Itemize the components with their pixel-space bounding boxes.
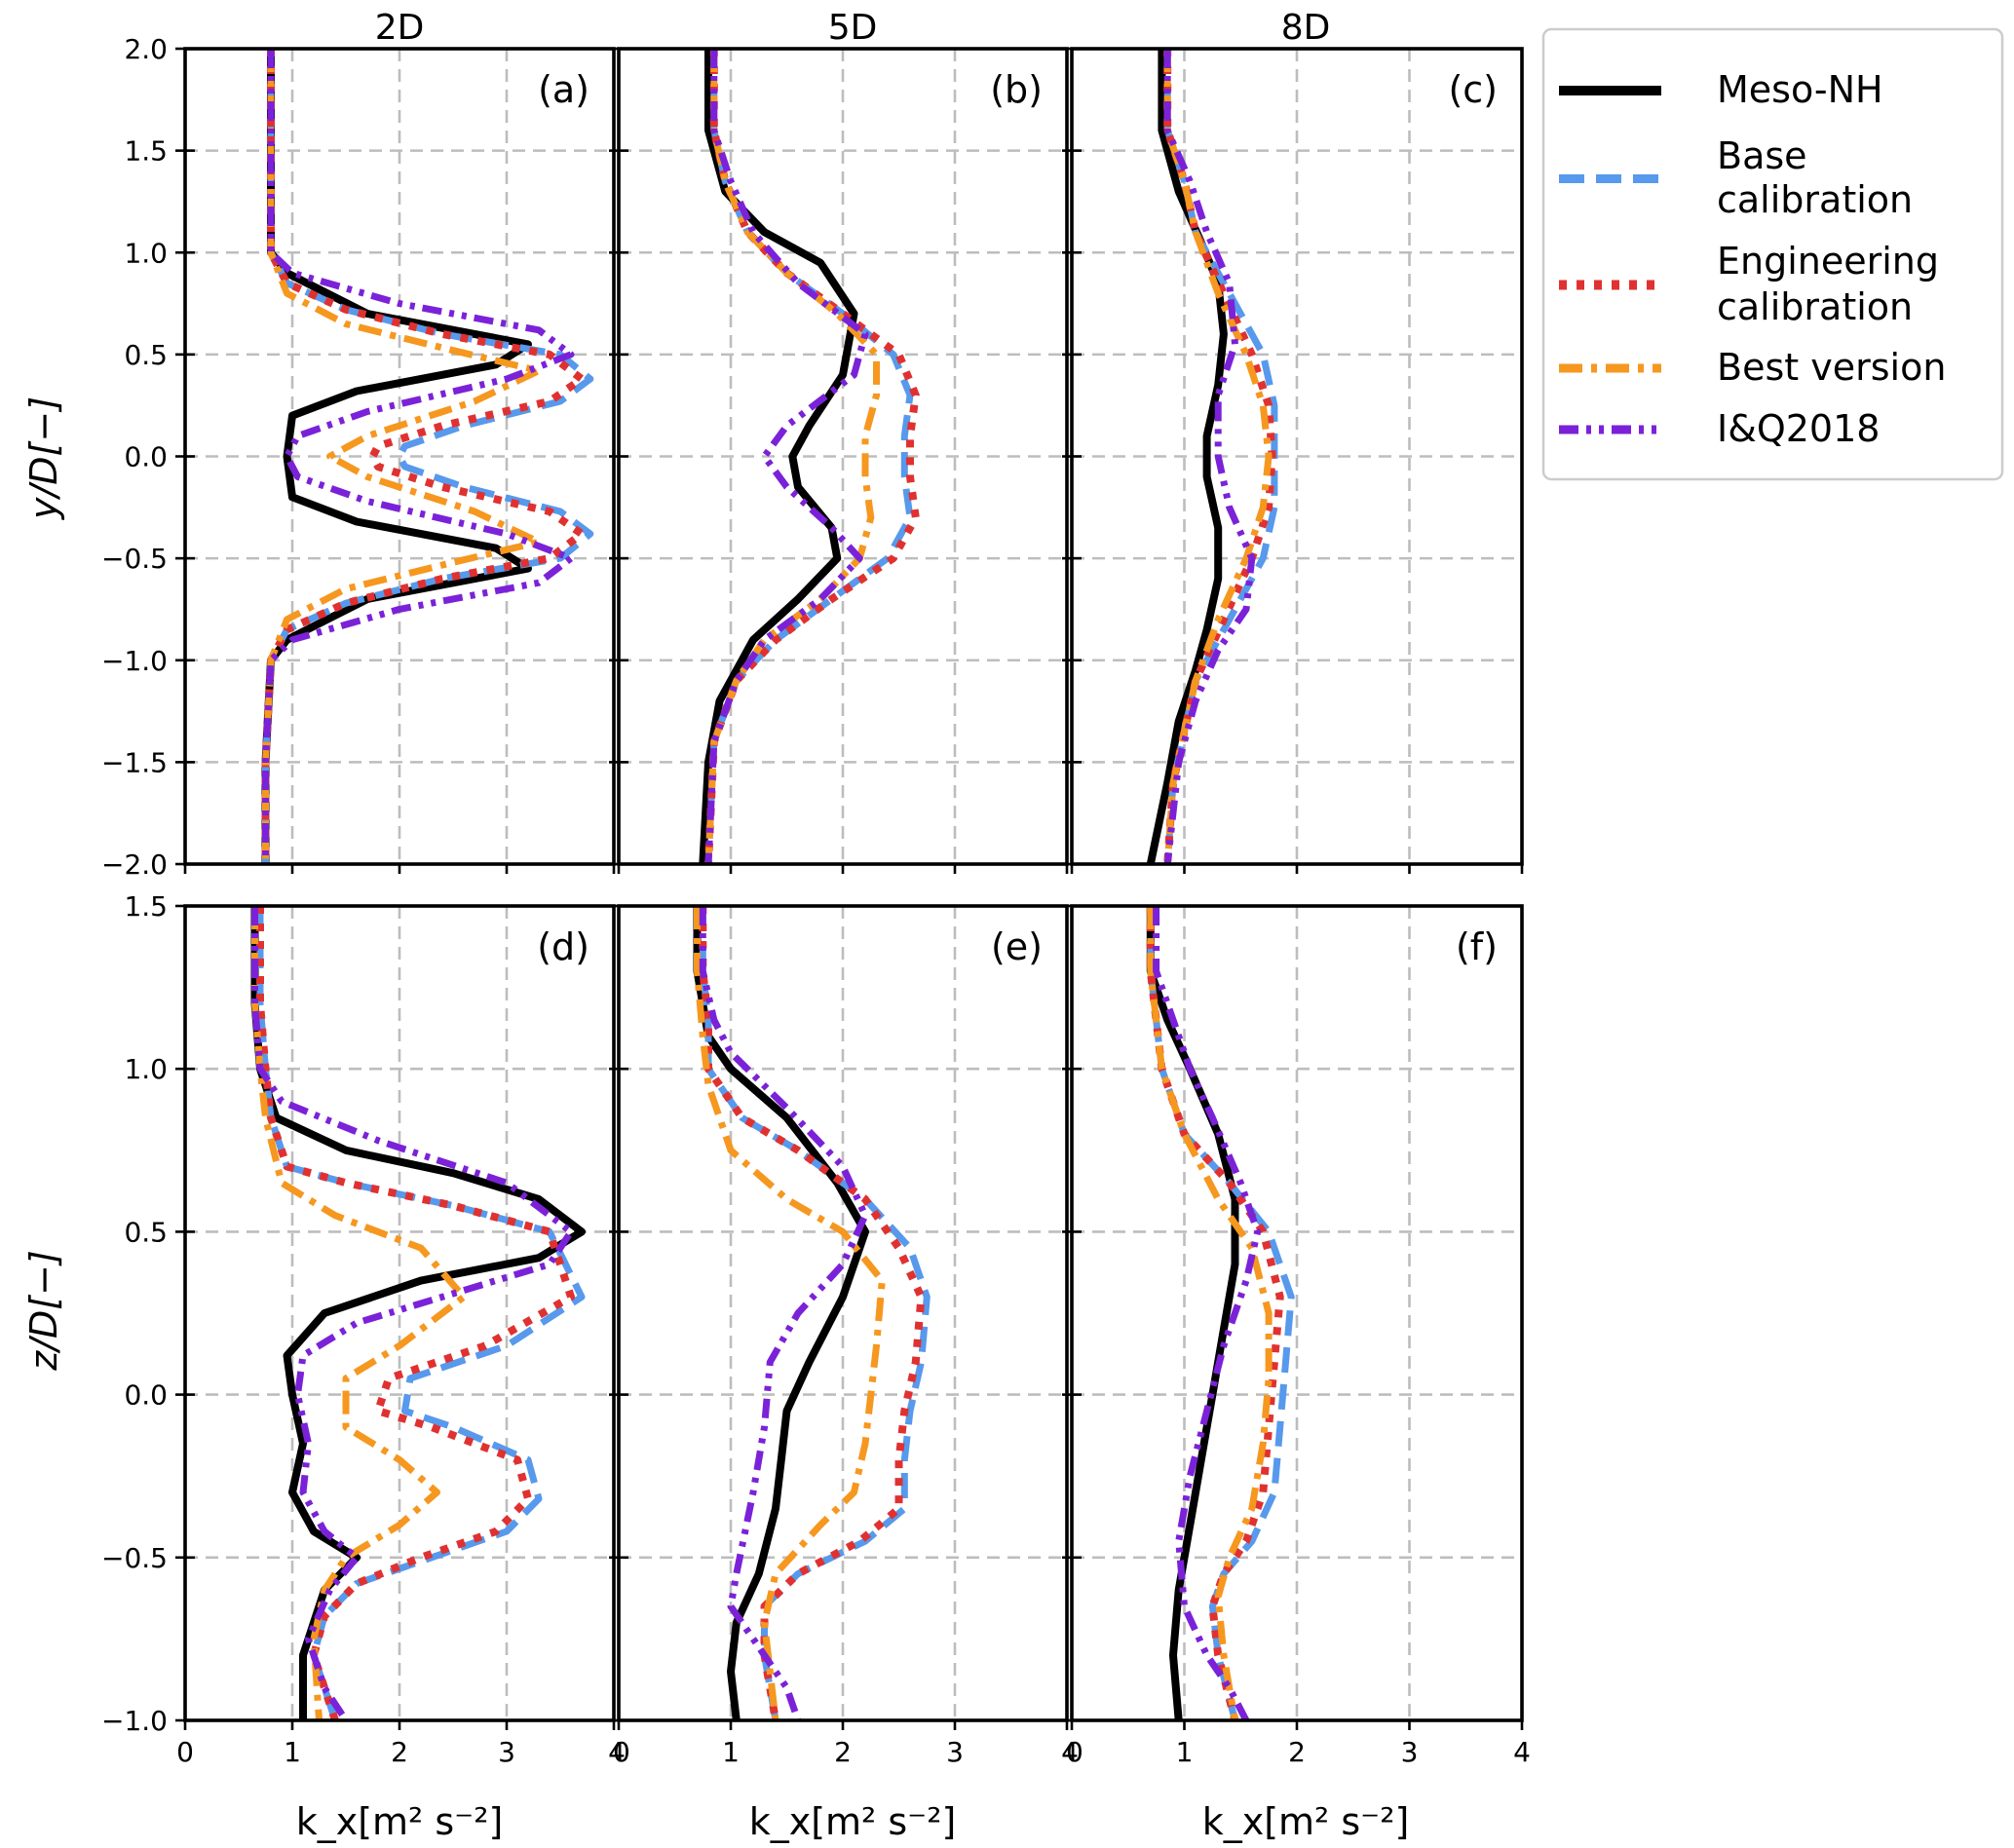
series-line-eng [699,906,926,1720]
panel-label: (c) [1448,68,1498,111]
x-tick-label: 2 [834,1736,852,1768]
y-tick-label: −0.5 [101,543,168,575]
legend-label-base: Base [1717,134,1807,177]
panel-e: (e) 0 1 2 3 4 [609,904,1079,1768]
x-tick-label: 2 [1288,1736,1306,1768]
panel-b: (b) [609,47,1069,874]
series-line-best [1147,906,1273,1720]
legend-label-base: calibration [1717,178,1913,221]
axes-frame [617,904,1069,1722]
series-group [261,49,594,864]
series-line-meso [1146,906,1239,1720]
panel-a: (a) 2.0 1.5 1.0 0.5 0.0 −0.5 −1.0 −1.5 −2.0 [101,33,616,881]
series-line-meso [693,906,869,1720]
series-line-base [256,906,586,1720]
series-line-iq [251,906,575,1720]
y-tick-label: 0.0 [124,1379,168,1412]
y-tick-label: −1.0 [101,645,168,677]
y-axis-label-bottom: z/D[−] [22,1250,65,1372]
panel-f: (f) 0 1 2 3 4 [1062,904,1531,1768]
legend-label-eng: calibration [1717,285,1913,328]
legend-label-eng: Engineering [1717,240,1939,283]
series-line-best [694,906,886,1720]
axes-frame [183,904,616,1722]
panel-label: (e) [991,925,1043,968]
legend-label-meso: Meso-NH [1717,68,1883,111]
series-line-best [1163,49,1273,864]
y-tick-label: 0.5 [124,1216,168,1248]
panel-d: (d) 1.5 1.0 0.5 0.0 −0.5 −1.00 1 2 3 4 [101,890,626,1768]
series-line-base [699,906,931,1720]
series-group [699,49,920,864]
series-line-best [262,49,543,864]
series-line-iq [1163,49,1256,864]
column-title-8D: 8D [1281,8,1331,48]
x-tick-label: 2 [391,1736,408,1768]
x-tick-label: 4 [608,1736,626,1768]
series-group [1146,49,1278,864]
x-tick-label: 3 [1401,1736,1419,1768]
x-tick-label: 1 [284,1736,301,1768]
y-tick-label: 1.0 [124,1053,168,1085]
legend-label-best: Best version [1717,346,1946,389]
column-title-2D: 2D [375,8,425,48]
legend-label-iq: I&Q2018 [1717,407,1880,450]
panel-label: (f) [1456,925,1498,968]
y-tick-label: 2.0 [124,33,168,65]
x-axis-label-5D: k_x[m² s⁻²] [749,1800,957,1843]
x-axis-label-8D: k_x[m² s⁻²] [1202,1800,1410,1843]
series-line-meso [250,906,586,1720]
series-line-eng [261,49,586,864]
x-tick-label: 1 [1176,1736,1194,1768]
series-line-best [251,906,468,1720]
panel-c: (c) [1062,47,1524,874]
y-tick-label: 0.5 [124,339,168,371]
y-tick-label: 1.5 [124,135,168,168]
x-tick-label: 0 [176,1736,194,1768]
y-tick-label: −1.0 [101,1705,168,1737]
y-tick-label: −2.0 [101,849,168,881]
y-tick-label: 1.5 [124,890,168,923]
y-axis-label-top: y/D[−] [22,396,65,520]
x-axis-label-2D: k_x[m² s⁻²] [296,1800,504,1843]
axes-frame [1070,47,1524,866]
series-line-iq [704,49,869,864]
column-title-5D: 5D [828,8,878,48]
panel-label: (d) [537,925,589,968]
y-tick-label: −1.5 [101,746,168,778]
x-tick-label: 4 [1061,1736,1079,1768]
legend: Meso-NHBasecalibrationEngineeringcalibra… [1541,27,2004,481]
series-line-meso [699,49,858,864]
y-tick-label: 0.0 [124,441,168,473]
series-group [1146,906,1295,1720]
panel-label: (b) [990,68,1043,111]
x-tick-label: 3 [946,1736,964,1768]
series-line-iq [262,49,575,864]
series-line-iq [699,906,869,1720]
axes-frame [1070,904,1524,1722]
x-tick-label: 1 [722,1736,740,1768]
series-line-meso [261,49,532,864]
x-tick-label: 0 [1066,1736,1083,1768]
panel-label: (a) [538,68,589,111]
plot-area: (a) 2.0 1.5 1.0 0.5 0.0 −0.5 −1.0 −1.5 −2.0 (b) (c)… [101,33,1531,1768]
y-tick-label: −0.5 [101,1542,168,1574]
series-line-eng [704,49,920,864]
series-line-iq [1153,906,1262,1720]
y-tick-label: 1.0 [124,237,168,269]
series-line-eng [256,906,575,1720]
series-group [250,906,586,1720]
x-tick-label: 0 [613,1736,630,1768]
series-group [693,906,931,1720]
x-tick-label: 4 [1513,1736,1531,1768]
x-tick-label: 3 [498,1736,515,1768]
series-line-eng [1146,906,1284,1720]
